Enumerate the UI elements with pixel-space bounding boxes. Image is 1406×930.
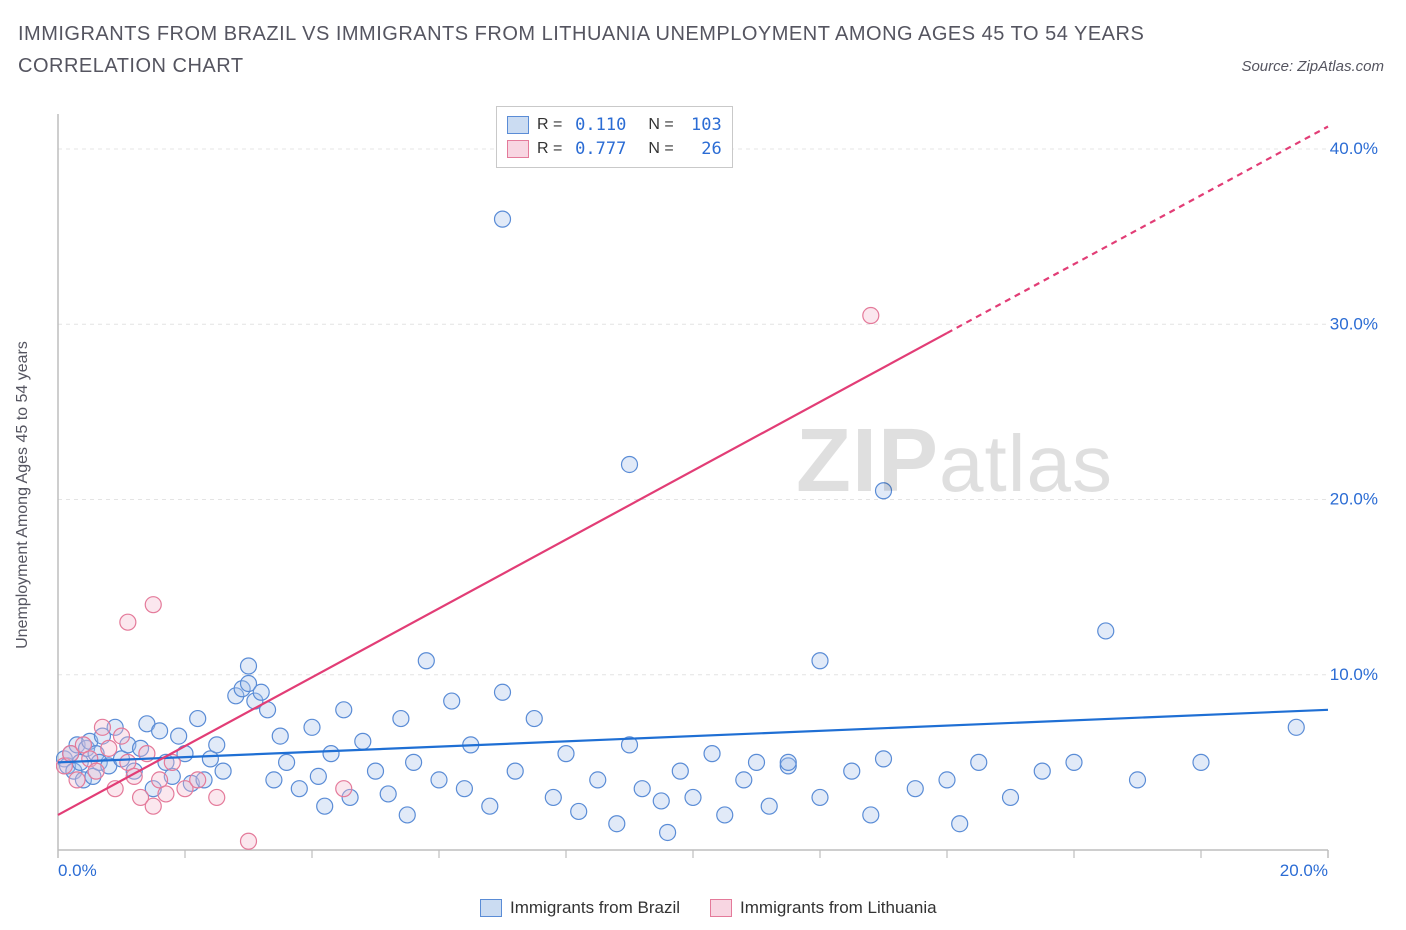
y-tick-label: 10.0% [1330, 665, 1378, 684]
legend-swatch [507, 116, 529, 134]
legend-r-value: 0.777 [570, 139, 626, 159]
legend-n-value: 103 [682, 115, 722, 135]
legend-swatch [480, 899, 502, 917]
legend-swatch [710, 899, 732, 917]
legend-r-label: R = [537, 116, 562, 134]
source-attribution: Source: ZipAtlas.com [1241, 58, 1384, 75]
y-tick-label: 40.0% [1330, 139, 1378, 158]
legend-row: R = 0.777 N = 26 [507, 137, 722, 161]
y-axis-label: Unemployment Among Ages 45 to 54 years [14, 110, 34, 880]
legend-n-label: N = [648, 116, 673, 134]
y-tick-label: 20.0% [1330, 490, 1378, 509]
plot-svg: 0.0% 20.0% 10.0% 20.0% 30.0% 40.0% [56, 110, 1388, 880]
legend-n-label: N = [648, 140, 673, 158]
legend-swatch [507, 140, 529, 158]
series-legend-item: Immigrants from Lithuania [710, 898, 937, 918]
series-legend: Immigrants from Brazil Immigrants from Li… [480, 898, 937, 918]
legend-r-label: R = [537, 140, 562, 158]
series-legend-label: Immigrants from Brazil [510, 898, 680, 918]
chart-title: IMMIGRANTS FROM BRAZIL VS IMMIGRANTS FRO… [18, 18, 1256, 82]
series-legend-label: Immigrants from Lithuania [740, 898, 937, 918]
scatter-plot: 0.0%20.0%10.0%20.0%30.0%40.0% ZIPatlas R… [56, 110, 1388, 880]
x-tick-label: 20.0% [1280, 861, 1328, 880]
legend-r-value: 0.110 [570, 115, 626, 135]
y-tick-label: 30.0% [1330, 314, 1378, 333]
series-legend-item: Immigrants from Brazil [480, 898, 680, 918]
correlation-legend: R = 0.110 N = 103 R = 0.777 N = 26 [496, 106, 733, 168]
legend-n-value: 26 [682, 139, 722, 159]
x-tick-label: 0.0% [58, 861, 97, 880]
legend-row: R = 0.110 N = 103 [507, 113, 722, 137]
